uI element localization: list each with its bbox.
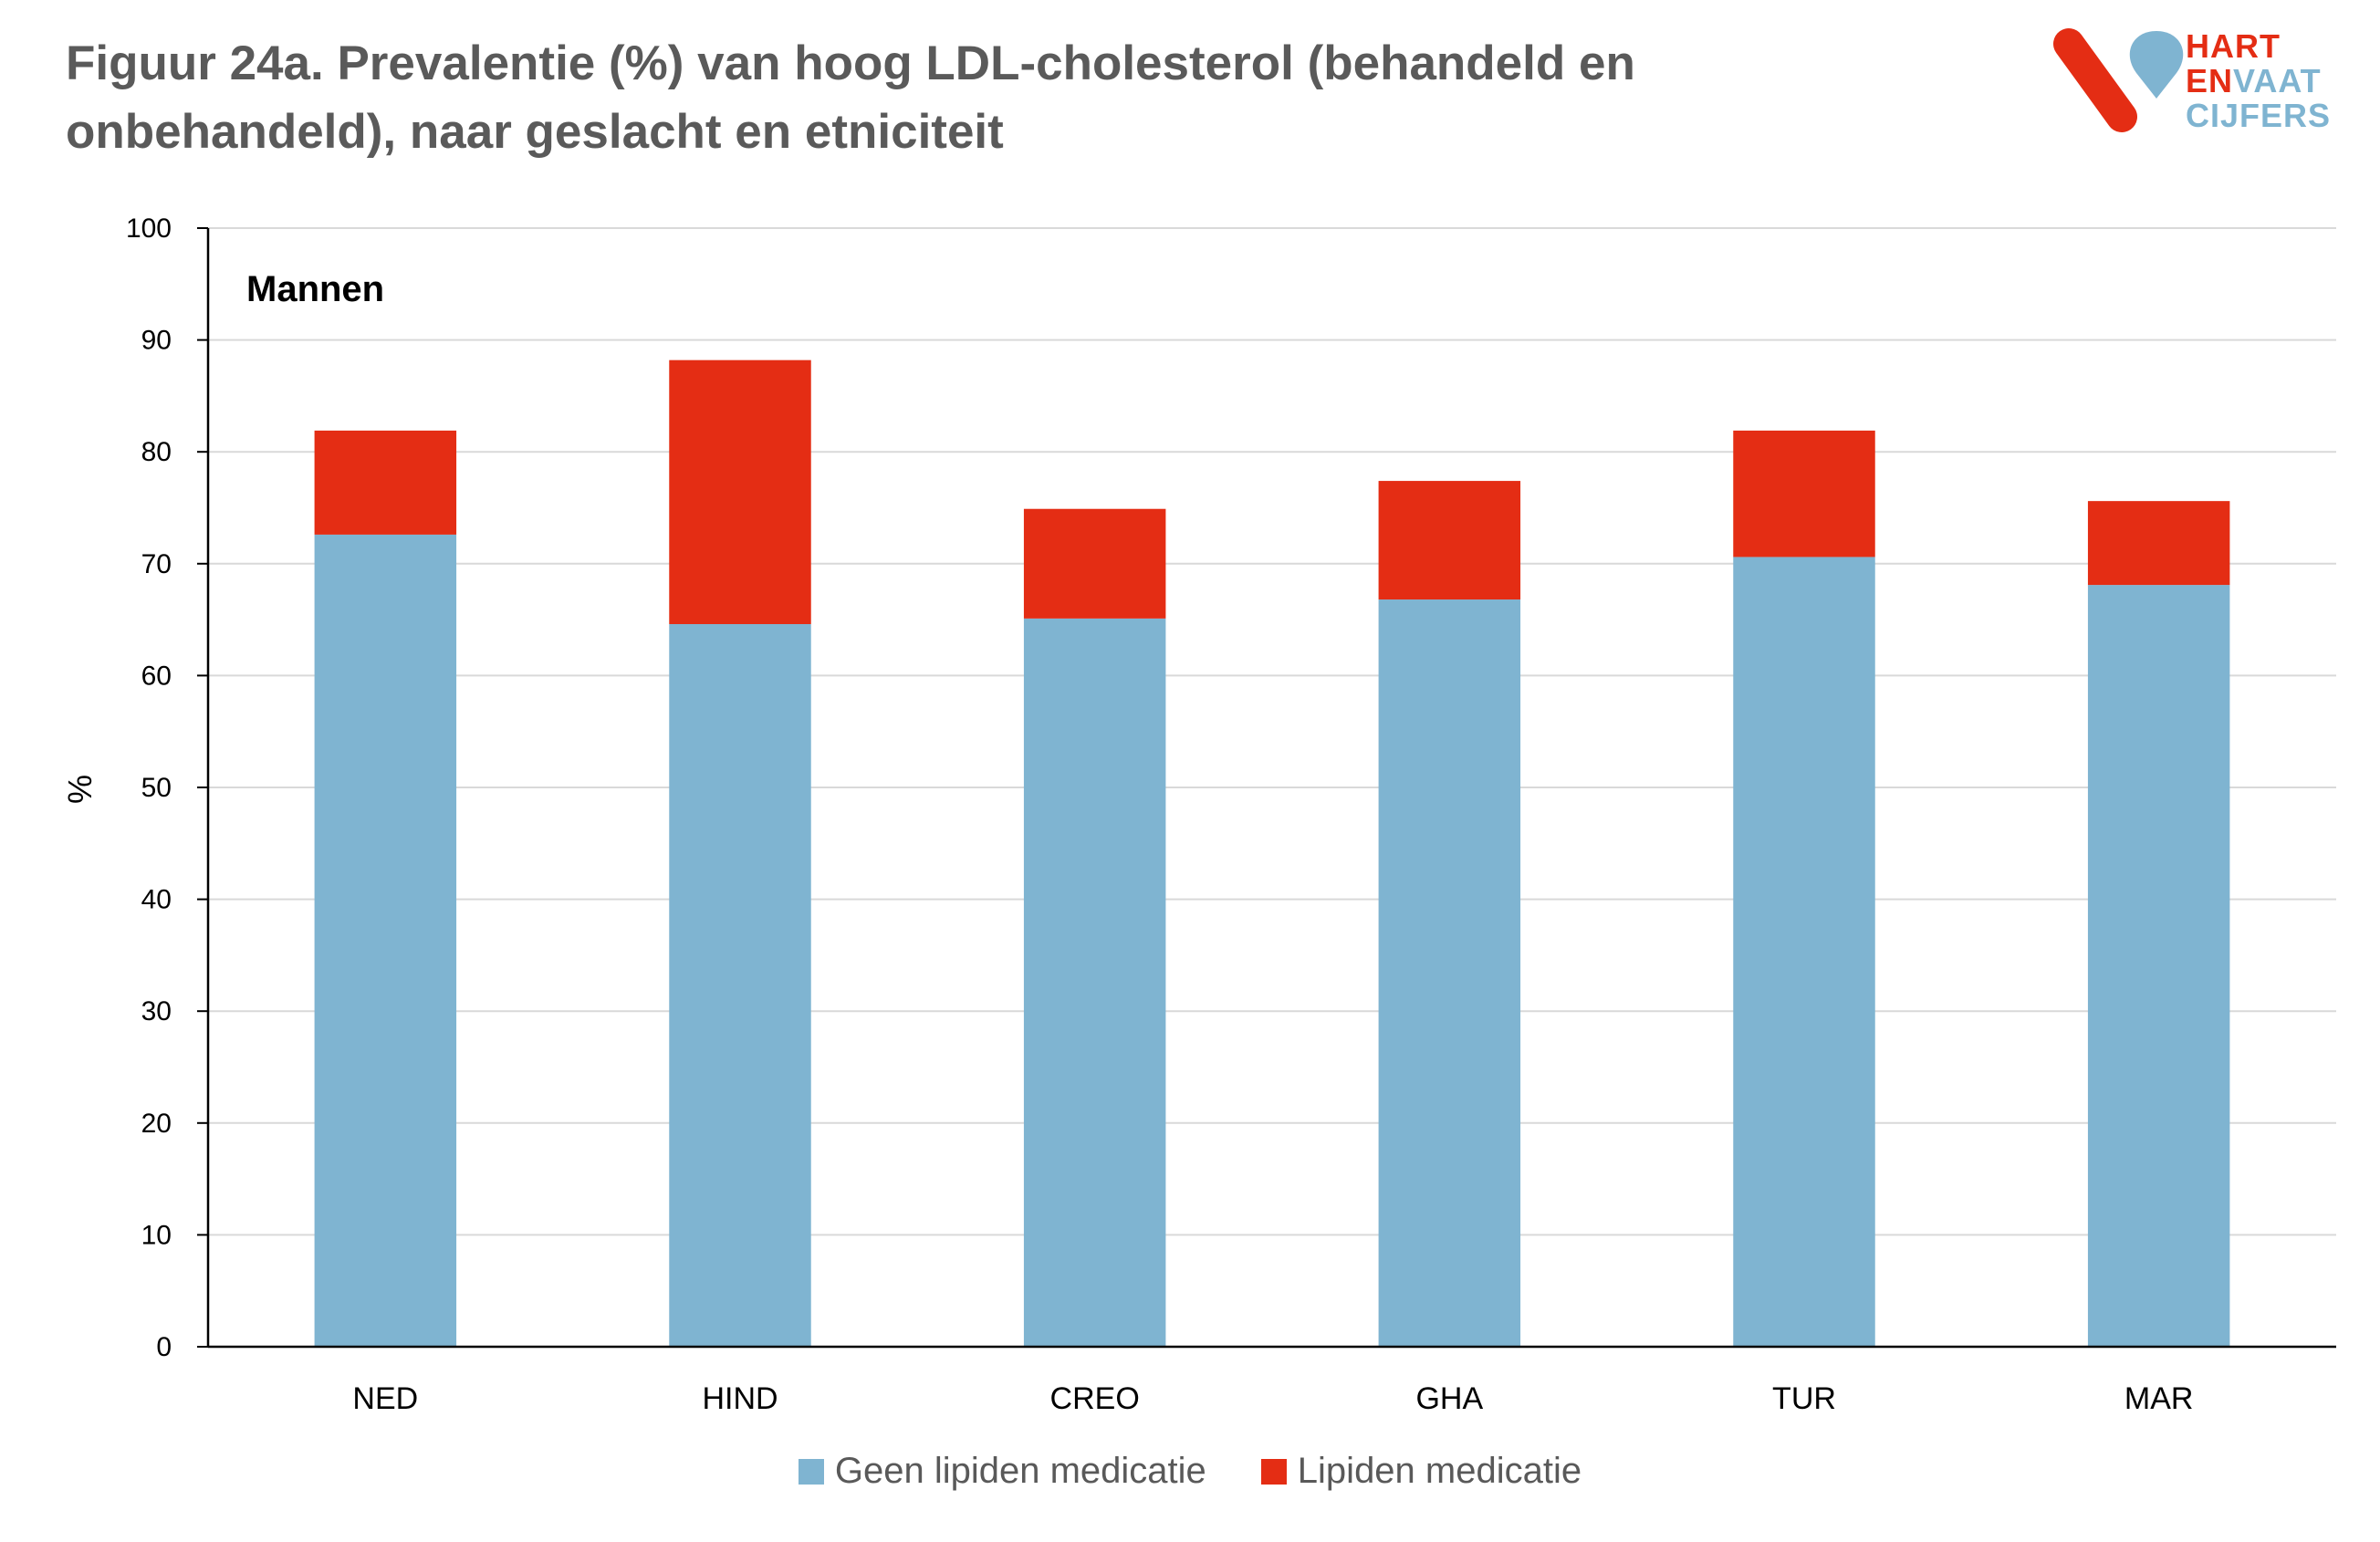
logo-text-en-vaat: ENVAAT	[2186, 64, 2331, 99]
y-tick-label: 10	[141, 1220, 172, 1250]
x-tick-label: HIND	[702, 1381, 778, 1416]
legend-swatch-geen-lipiden	[798, 1458, 824, 1485]
bar-gha-geen-lipiden	[1378, 599, 1521, 1347]
y-tick-label: 20	[141, 1109, 172, 1139]
panel-label: Mannen	[246, 269, 384, 309]
bar-mar-geen-lipiden	[2087, 585, 2230, 1347]
chart-title: Figuur 24a. Prevalentie (%) van hoog LDL…	[66, 29, 1936, 166]
y-tick-label: 80	[141, 437, 172, 467]
logo-text-hart: HART	[2186, 27, 2281, 65]
bar-tur-geen-lipiden	[1733, 557, 1875, 1347]
x-tick-label: NED	[352, 1381, 418, 1416]
y-tick-label: 100	[126, 214, 172, 244]
bar-hind-geen-lipiden	[669, 624, 811, 1347]
x-tick-label: CREO	[1050, 1381, 1140, 1416]
logo-text-en: EN	[2186, 62, 2234, 99]
legend: Geen lipiden medicatie Lipiden medicatie	[0, 1451, 2380, 1492]
bar-creo-geen-lipiden	[1023, 618, 1166, 1347]
hart-en-vaat-cijfers-logo-icon	[2053, 28, 2184, 132]
bar-tur-lipiden	[1733, 430, 1875, 557]
bar-gha-lipiden	[1378, 481, 1521, 600]
chart-title-line-2: onbehandeld), naar geslacht en etnicitei…	[66, 105, 1004, 159]
bar-ned-geen-lipiden	[314, 534, 457, 1347]
y-axis-label: %	[61, 775, 99, 804]
legend-label-geen-lipiden: Geen lipiden medicatie	[834, 1451, 1206, 1491]
y-tick-label: 0	[156, 1332, 172, 1362]
x-tick-label: MAR	[2124, 1381, 2194, 1416]
legend-swatch-lipiden	[1260, 1458, 1287, 1485]
y-tick-label: 90	[141, 326, 172, 356]
bar-mar-lipiden	[2087, 501, 2230, 586]
y-tick-label: 60	[141, 661, 172, 691]
legend-item-lipiden: Lipiden medicatie	[1260, 1451, 1582, 1492]
y-tick-label: 50	[141, 773, 172, 803]
gridlines	[208, 227, 2336, 1236]
bar-hind-lipiden	[669, 359, 811, 625]
logo-text-vaat: VAAT	[2233, 62, 2322, 99]
bars	[314, 359, 2230, 1347]
logo-text-cijfers: CIJFERS	[2186, 97, 2332, 134]
bar-creo-lipiden	[1023, 508, 1166, 619]
x-tick-label: TUR	[1772, 1381, 1836, 1416]
legend-item-geen-lipiden: Geen lipiden medicatie	[798, 1451, 1206, 1492]
x-tick-label: GHA	[1415, 1381, 1483, 1416]
logo-wordmark: HART ENVAAT CIJFERS	[2186, 29, 2331, 133]
bar-ned-lipiden	[314, 430, 457, 535]
axes: 0 10 20 30 40 50 60 70 80 90 100 NED HIND CREO GHA TUR M…	[126, 214, 2336, 1416]
y-tick-label: 30	[141, 996, 172, 1026]
y-tick-label: 40	[141, 885, 172, 915]
legend-label-lipiden: Lipiden medicatie	[1297, 1451, 1582, 1491]
y-tick-label: 70	[141, 549, 172, 579]
chart-title-line-1: Figuur 24a. Prevalentie (%) van hoog LDL…	[66, 36, 1635, 90]
